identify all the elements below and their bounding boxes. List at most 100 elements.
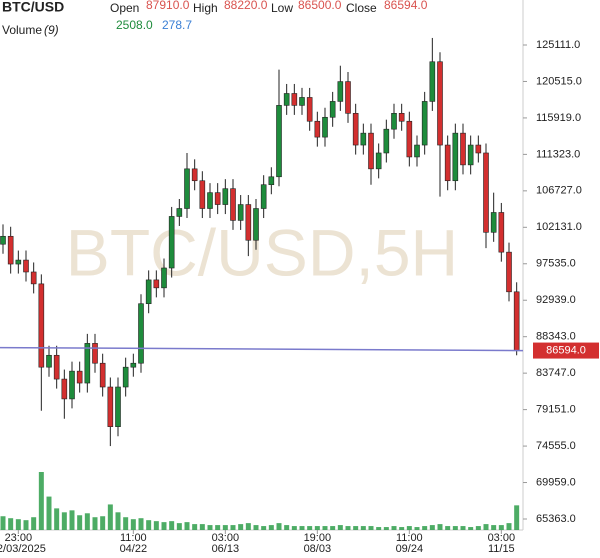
volume-bar <box>69 510 75 530</box>
candle-body <box>92 343 98 364</box>
candle-body <box>0 235 6 245</box>
volume-bar <box>284 525 290 530</box>
volume-bar <box>92 517 98 530</box>
candle-body <box>421 101 428 146</box>
candle-body <box>337 81 344 102</box>
y-tick-label: 97535.0 <box>536 258 576 270</box>
x-date-label: 06/13 <box>212 543 240 555</box>
open-value: 87910.0 <box>146 0 190 12</box>
candle-body <box>444 144 451 182</box>
volume-bar <box>245 523 251 530</box>
candle-body <box>490 212 497 233</box>
volume-bar <box>161 522 167 530</box>
volume-bar <box>506 523 512 530</box>
volume-bar <box>23 520 29 530</box>
low-label: Low <box>271 1 293 15</box>
watermark: BTC/USD,5H <box>66 215 458 289</box>
y-tick-label: 115919.0 <box>536 112 581 124</box>
volume-bar <box>383 527 389 530</box>
x-tick-label: 19:00 <box>304 532 332 544</box>
y-tick-label: 106727.0 <box>536 185 582 197</box>
y-tick-label: 65363.0 <box>536 513 576 525</box>
x-date-label: 09/24 <box>396 543 424 555</box>
open-label: Open <box>110 1 139 15</box>
candle-body <box>437 61 443 146</box>
volume-bar <box>15 519 21 530</box>
candle-body <box>398 113 405 122</box>
candle-body <box>145 279 152 305</box>
volume-bar <box>0 516 6 530</box>
candle-body <box>191 168 198 182</box>
candle-body <box>76 370 83 384</box>
candle-body <box>176 208 183 217</box>
y-tick-label: 83747.0 <box>536 367 576 379</box>
volume-bar <box>276 523 282 530</box>
candle-body <box>283 93 290 106</box>
last-price-line <box>0 346 524 352</box>
candle-body <box>161 267 167 289</box>
candle-body <box>345 81 351 114</box>
volume-bar <box>230 525 236 530</box>
high-label: High <box>193 1 218 15</box>
candle-body <box>69 370 75 400</box>
candle-body <box>322 116 328 138</box>
volume-bar <box>368 526 374 530</box>
y-tick-label: 102131.0 <box>536 221 582 233</box>
symbol: BTC/USD <box>2 0 64 15</box>
volume-bar <box>299 526 305 530</box>
volume-bar <box>437 524 443 530</box>
x-tick-label: 03:00 <box>212 532 240 544</box>
volume-bar <box>261 526 267 530</box>
volume-bar <box>46 496 52 530</box>
volume-bar <box>184 522 190 530</box>
last-price-box <box>533 342 599 359</box>
candle-body <box>368 132 374 170</box>
low-value: 86500.0 <box>298 0 342 12</box>
candle-body <box>306 97 313 122</box>
candle-body <box>506 251 512 293</box>
volume-bar <box>376 527 382 530</box>
volume-bar <box>38 472 44 530</box>
candle-body <box>15 259 22 265</box>
volume-bar <box>100 516 106 530</box>
candle-body <box>61 378 68 400</box>
volume-value: 2508.0 <box>116 18 153 32</box>
volume-bar <box>406 526 412 530</box>
candle-body <box>467 144 474 166</box>
x-tick-label: 11:00 <box>120 532 147 544</box>
x-date-label: 04/22 <box>120 543 148 555</box>
candle-body <box>452 132 459 182</box>
volume-bar <box>253 525 259 530</box>
candle-body <box>406 120 413 158</box>
candle-body <box>460 132 466 166</box>
volume-bar <box>491 525 497 530</box>
candle-body <box>237 204 244 221</box>
candle-body <box>138 303 144 364</box>
candle-body <box>291 93 298 106</box>
candle-body <box>46 354 52 368</box>
volume-bar <box>468 527 474 530</box>
volume-bar <box>322 526 328 530</box>
y-tick-label: 69959.0 <box>536 476 576 488</box>
volume-bar <box>445 526 451 530</box>
volume-bar <box>222 525 228 530</box>
candle-body <box>498 212 505 253</box>
volume-bar <box>460 526 466 530</box>
candle-body <box>245 204 252 241</box>
volume-bar <box>452 526 458 530</box>
candle-body <box>276 105 282 178</box>
candle-body <box>268 176 275 186</box>
volume-bar <box>146 520 152 530</box>
volume-bar <box>498 525 504 530</box>
candle-body <box>314 120 321 138</box>
y-tick-label: 120515.0 <box>536 75 582 87</box>
candle-body <box>352 113 359 146</box>
volume-bar <box>153 521 159 530</box>
y-tick-label: 79151.0 <box>536 404 576 416</box>
y-tick-label: 111323.0 <box>536 148 580 160</box>
candle-body <box>375 152 382 170</box>
y-tick-label: 92939.0 <box>536 294 576 306</box>
volume-bar <box>268 525 274 530</box>
volume-bar <box>54 508 60 530</box>
